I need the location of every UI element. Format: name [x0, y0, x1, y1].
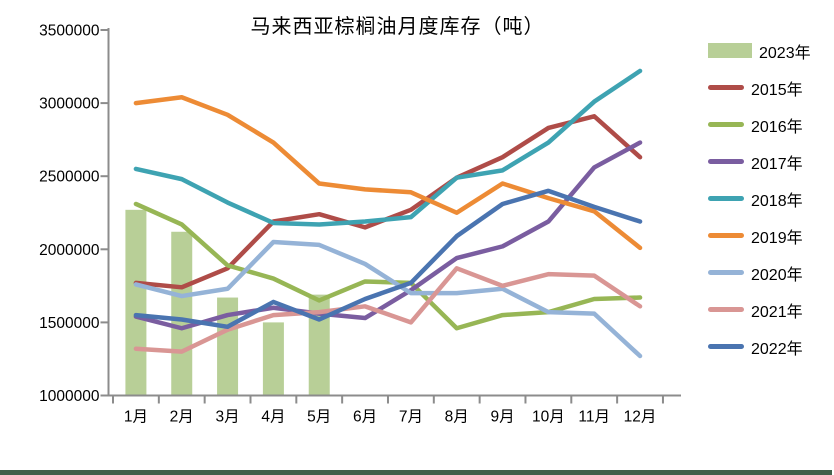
line-2020年 [133, 239, 643, 359]
y-tick-label: 1500000 [39, 315, 100, 332]
y-tick-label: 2000000 [39, 242, 100, 259]
legend-label: 2023年 [759, 44, 811, 62]
line-2021年 [133, 266, 643, 354]
x-tick-label: 8月 [445, 409, 469, 426]
x-tick-label: 5月 [307, 409, 331, 426]
chart-plot: 3500000 3000000 2500000 2000000 1500000 10000… [39, 23, 681, 426]
line-2018年 [133, 68, 643, 227]
line-2019年 [133, 95, 643, 251]
legend-label: 2019年 [751, 229, 803, 247]
legend-label: 2015年 [751, 81, 803, 99]
bar-2023年-2月 [171, 231, 193, 396]
x-tick-label: 6月 [353, 409, 377, 426]
legend-line-swatch [708, 270, 744, 275]
legend-line-swatch [708, 233, 744, 238]
legend-item-2018: 2018年 [708, 180, 811, 217]
legend-item-2017: 2017年 [708, 143, 811, 180]
legend-line-swatch [708, 85, 744, 90]
legend-line-swatch [708, 344, 744, 349]
chart-legend: 2023年 2015年 2016年 2017年 2018年 2019年 2020年 2021年… [708, 32, 811, 365]
legend-label: 2022年 [751, 340, 803, 358]
legend-line-swatch [708, 159, 744, 164]
legend-line-swatch [708, 122, 744, 127]
chart-title: 马来西亚棕榈油月度库存（吨） [250, 16, 545, 38]
y-tick-label: 2500000 [39, 169, 100, 186]
window-edge-bar [0, 470, 832, 475]
x-tick-label: 7月 [399, 409, 423, 426]
legend-bar-swatch [708, 43, 752, 58]
x-tick-label: 9月 [490, 409, 514, 426]
legend-item-2021: 2021年 [708, 291, 811, 328]
legend-label: 2020年 [751, 266, 803, 284]
line-2016年 [133, 201, 643, 331]
legend-item-2020: 2020年 [708, 254, 811, 291]
legend-item-2016: 2016年 [708, 106, 811, 143]
x-tick-label: 11月 [578, 409, 610, 426]
legend-label: 2016年 [751, 118, 803, 136]
bar-2023年-4月 [262, 322, 284, 396]
legend-item-2022: 2022年 [708, 328, 811, 365]
legend-line-swatch [708, 307, 744, 312]
y-tick-label: 1000000 [39, 388, 100, 405]
legend-item-2015: 2015年 [708, 69, 811, 106]
line-2022年 [133, 188, 643, 330]
line-2017年 [133, 140, 643, 331]
x-tick-label: 10月 [532, 409, 565, 426]
x-tick-label: 2月 [170, 409, 194, 426]
x-tick-label: 4月 [261, 409, 285, 426]
x-tick-label: 12月 [624, 409, 657, 426]
y-tick-label: 3500000 [39, 23, 100, 40]
legend-item-2019: 2019年 [708, 217, 811, 254]
legend-item-2023: 2023年 [708, 32, 811, 69]
bar-2023年-1月 [125, 209, 147, 396]
legend-label: 2021年 [751, 303, 803, 321]
legend-label: 2017年 [751, 155, 803, 173]
y-tick-label: 3000000 [39, 96, 100, 113]
x-tick-label: 3月 [216, 409, 240, 426]
legend-line-swatch [708, 196, 744, 201]
legend-label: 2018年 [751, 192, 803, 210]
x-tick-label: 1月 [124, 409, 148, 426]
